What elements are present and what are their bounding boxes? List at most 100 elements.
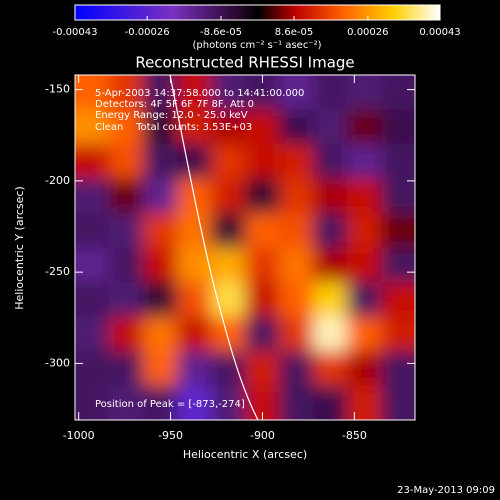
heatmap-cell: [143, 316, 178, 352]
heatmap-cell: [177, 316, 212, 352]
heatmap-cell: [381, 247, 415, 283]
y-tick-label: -300: [45, 356, 70, 369]
heatmap-cell: [75, 351, 110, 387]
heatmap-cell: [211, 385, 246, 420]
colorbar-tick-label: 0.00043: [419, 27, 460, 38]
heatmap-cell: [143, 247, 178, 283]
y-axis-label: Heliocentric Y (arcsec): [13, 186, 26, 310]
heatmap-cell: [279, 351, 314, 387]
heatmap-cell: [109, 75, 144, 111]
heatmap-cell: [75, 282, 110, 318]
heatmap-cell: [381, 213, 415, 249]
heatmap-cell: [177, 282, 212, 318]
colorbar: [74, 4, 441, 21]
heatmap-cell: [75, 109, 110, 145]
heatmap-cell: [313, 282, 348, 318]
y-tick-label: -250: [45, 265, 70, 278]
annotation: Position of Peak = [-873,-274]: [95, 399, 245, 410]
heatmap-cell: [347, 213, 382, 249]
heatmap-cell: [313, 385, 348, 420]
heatmap-cell: [245, 178, 280, 214]
heatmap-cell: [245, 109, 280, 145]
heatmap-cell: [381, 75, 415, 111]
heatmap-cell: [143, 385, 178, 420]
heatmap-cell: [347, 144, 382, 180]
y-tick-label: -200: [45, 174, 70, 187]
heatmap-cell: [177, 213, 212, 249]
heatmap-cell: [313, 351, 348, 387]
heatmap-cell: [143, 351, 178, 387]
heatmap-cell: [211, 144, 246, 180]
footer: 23-May-2013 09:09: [397, 485, 495, 496]
heatmap-cell: [109, 282, 144, 318]
heatmap-cell: [75, 316, 110, 352]
heatmap-cell: [347, 316, 382, 352]
heatmap-cell: [245, 282, 280, 318]
colorbar-tick-label: -8.6e-05: [200, 27, 242, 38]
heatmap-cell: [177, 351, 212, 387]
heatmap-cell: [279, 213, 314, 249]
annotation: Clean Total counts: 3.53E+03: [95, 122, 252, 133]
heatmap-cell: [75, 213, 110, 249]
heatmap-cell: [143, 178, 178, 214]
heatmap-cell: [313, 178, 348, 214]
heatmap-cell: [313, 75, 348, 111]
heatmap-cell: [381, 282, 415, 318]
heatmap-cell: [381, 178, 415, 214]
heatmap-cell: [279, 247, 314, 283]
heatmap-cell: [245, 213, 280, 249]
heatmap-cell: [211, 213, 246, 249]
colorbar-tick-label: 8.6e-05: [275, 27, 313, 38]
heatmap-cell: [313, 316, 348, 352]
heatmap-cell: [143, 75, 178, 111]
heatmap-cell: [313, 144, 348, 180]
heatmap-cell: [109, 109, 144, 145]
heatmap-cell: [143, 282, 178, 318]
heatmap-cell: [75, 75, 110, 111]
heatmap-cell: [211, 75, 246, 111]
chart-title: Reconstructed RHESSI Image: [135, 54, 354, 72]
heatmap-cell: [211, 178, 246, 214]
heatmap-cell: [177, 144, 212, 180]
heatmap-cell: [109, 213, 144, 249]
heatmap-cell: [177, 75, 212, 111]
heatmap-cell: [75, 144, 110, 180]
heatmap-cell: [211, 247, 246, 283]
x-tick-label: -850: [342, 429, 367, 442]
heatmap-cell: [109, 178, 144, 214]
y-tick-label: -150: [45, 83, 70, 96]
heatmap: [75, 75, 415, 420]
heatmap-cell: [347, 109, 382, 145]
heatmap-cell: [381, 351, 415, 387]
heatmap-cell: [245, 316, 280, 352]
heatmap-cell: [313, 247, 348, 283]
colorbar-tick-label: 0.00026: [347, 27, 388, 38]
heatmap-cell: [211, 109, 246, 145]
heatmap-cell: [279, 144, 314, 180]
annotation: Energy Range: 12.0 - 25.0 keV: [95, 110, 248, 121]
heatmap-cell: [211, 351, 246, 387]
heatmap-cell: [279, 75, 314, 111]
heatmap-cell: [381, 109, 415, 145]
annotation: 5-Apr-2003 14:37:58.000 to 14:41:00.000: [95, 88, 304, 99]
heatmap-cell: [279, 109, 314, 145]
heatmap-cell: [347, 247, 382, 283]
colorbar-tick-label: -0.00043: [53, 27, 98, 38]
heatmap-cell: [177, 385, 212, 420]
heatmap-cell: [245, 351, 280, 387]
heatmap-cell: [347, 351, 382, 387]
heatmap-cell: [279, 282, 314, 318]
heatmap-cell: [279, 316, 314, 352]
colorbar-tick-label: -0.00026: [125, 27, 170, 38]
heatmap-cell: [245, 144, 280, 180]
solar-limb: [169, 75, 259, 420]
heatmap-cell: [143, 109, 178, 145]
heatmap-cell: [143, 213, 178, 249]
heatmap-cell: [75, 247, 110, 283]
x-axis-label: Heliocentric X (arcsec): [183, 448, 307, 461]
colorbar-label: (photons cm⁻² s⁻¹ asec⁻²): [192, 40, 321, 51]
heatmap-cell: [279, 385, 314, 420]
heatmap-cell: [381, 385, 415, 420]
plot-frame: [74, 74, 416, 421]
